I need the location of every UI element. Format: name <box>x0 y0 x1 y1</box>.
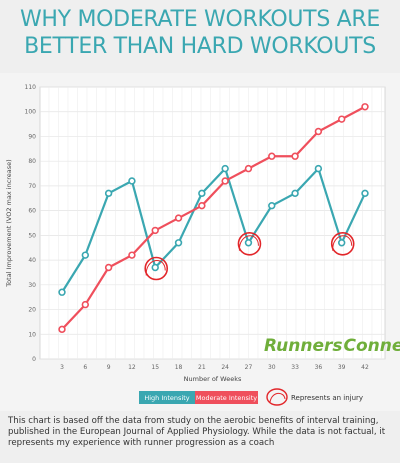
legend: High Intensity Moderate Intensity Repres… <box>139 388 363 406</box>
y-tick-label: 80 <box>28 158 36 165</box>
legend-moderate-label: Moderate Intensity <box>196 394 257 402</box>
legend-injury-label: Represents an injury <box>291 394 363 402</box>
moderate-intensity-point <box>198 201 206 210</box>
moderate-intensity-point <box>174 214 183 222</box>
y-tick-label: 100 <box>25 109 37 116</box>
high-intensity-point <box>337 239 346 247</box>
x-tick-label: 3 <box>60 364 64 371</box>
y-tick-label: 20 <box>28 307 36 314</box>
logo-text: RunnersConnect <box>264 336 400 356</box>
moderate-intensity-point <box>81 300 90 309</box>
moderate-intensity-line <box>61 105 366 331</box>
caption-line-3: represents my experience with runner pro… <box>8 438 275 448</box>
y-axis-label: Total Improvement (VO2 max increase) <box>5 159 13 287</box>
y-tick-label: 40 <box>28 257 36 264</box>
y-tick-label: 10 <box>28 331 36 338</box>
y-tick-label: 110 <box>25 84 37 91</box>
y-tick-label: 60 <box>28 208 36 215</box>
y-tick-label: 0 <box>32 356 36 363</box>
moderate-intensity-point <box>361 103 369 111</box>
chart-title: WHY MODERATE WORKOUTS ARE BETTER THAN HA… <box>0 6 400 60</box>
caption: This chart is based off the data from st… <box>8 416 394 449</box>
injury-circle-stroke <box>238 235 259 251</box>
plot-area <box>39 86 386 360</box>
high-intensity-point <box>314 164 323 173</box>
high-intensity-point <box>128 177 136 185</box>
injury-markers <box>144 231 355 281</box>
legend-moderate-swatch <box>195 391 258 404</box>
moderate-intensity-point <box>151 226 159 235</box>
moderate-intensity-point <box>268 152 276 160</box>
moderate-intensity-point <box>128 251 136 259</box>
series-layer <box>58 103 369 334</box>
legend-high-label: High Intensity <box>144 394 189 402</box>
x-tick-label: 6 <box>83 364 87 371</box>
high-intensity-point <box>104 189 113 198</box>
high-intensity-point <box>244 239 253 247</box>
chart-title-line-1: WHY MODERATE WORKOUTS ARE <box>19 7 381 32</box>
y-tick-label: 90 <box>28 133 36 140</box>
injury-circle-icon <box>330 231 355 256</box>
x-tick-label: 9 <box>107 364 111 371</box>
high-intensity-point <box>81 251 90 259</box>
high-intensity-point <box>361 189 369 198</box>
caption-line-1: This chart is based off the data from st… <box>8 416 379 426</box>
logo-text-part1: Runners <box>264 336 343 356</box>
injury-circle-stroke <box>332 235 353 251</box>
injury-circle-stroke <box>145 260 166 276</box>
moderate-intensity-point <box>221 177 229 185</box>
x-tick-label: 42 <box>361 364 369 371</box>
moderate-intensity-point <box>314 127 323 136</box>
grid-lines <box>40 86 385 360</box>
y-axis-ticks: 0 10 20 30 40 50 60 70 80 90 100 110 <box>25 84 37 363</box>
x-axis-ticks: 3 6 9 12 15 18 21 24 27 30 33 36 39 42 <box>60 364 369 371</box>
high-intensity-line <box>61 167 366 293</box>
injury-circle-outer <box>144 256 169 281</box>
caption-line-2: published in the European Journal of App… <box>8 427 386 437</box>
chart-panel: 0 10 20 30 40 50 60 70 80 90 100 110 3 6 9 12 15 18 21 24 2… <box>0 73 400 411</box>
moderate-intensity-point <box>58 325 66 334</box>
chart-title-line-2: BETTER THAN HARD WORKOUTS <box>24 34 376 59</box>
x-tick-label: 39 <box>338 364 346 371</box>
high-intensity-point <box>268 201 276 210</box>
x-tick-label: 36 <box>315 364 323 371</box>
high-intensity-point <box>291 189 299 198</box>
moderate-intensity-point <box>291 152 299 160</box>
runnersconnect-logo: RunnersConnect <box>264 336 400 356</box>
high-intensity-point <box>58 288 66 296</box>
y-tick-label: 50 <box>28 232 36 239</box>
x-tick-label: 21 <box>198 364 206 371</box>
injury-circle-icon <box>237 231 262 256</box>
moderate-intensity-point <box>244 164 253 173</box>
legend-injury-circle-icon <box>266 388 288 406</box>
injury-circle-outer <box>237 231 262 256</box>
high-intensity-point <box>174 239 183 247</box>
moderate-intensity-point <box>104 263 113 272</box>
logo-text-part2: Connect <box>344 336 400 356</box>
x-tick-label: 33 <box>291 364 299 371</box>
high-intensity-point <box>221 164 229 173</box>
y-tick-label: 30 <box>28 282 36 289</box>
x-tick-label: 30 <box>268 364 276 371</box>
x-axis-label: Number of Weeks <box>184 375 242 383</box>
high-intensity-point <box>151 263 159 272</box>
injury-circle-icon <box>144 256 169 281</box>
x-tick-label: 15 <box>151 364 159 371</box>
x-tick-label: 12 <box>128 364 136 371</box>
x-tick-label: 27 <box>245 364 253 371</box>
x-tick-label: 24 <box>221 364 229 371</box>
x-tick-label: 18 <box>175 364 183 371</box>
legend-high-swatch <box>139 391 195 404</box>
injury-circle-outer <box>330 231 355 256</box>
y-tick-label: 70 <box>28 183 36 190</box>
moderate-intensity-point <box>337 115 346 123</box>
high-intensity-point <box>198 189 206 198</box>
